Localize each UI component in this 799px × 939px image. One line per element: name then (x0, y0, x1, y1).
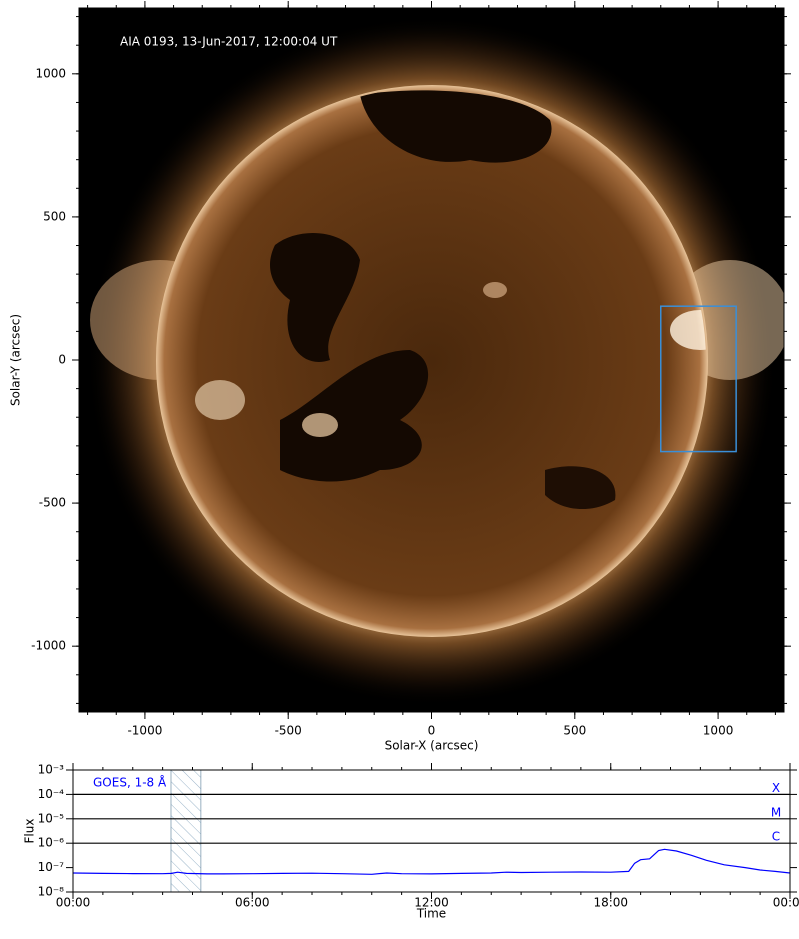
solar-disk (156, 85, 708, 637)
image-annotation: AIA 0193, 13-Jun-2017, 12:00:04 UT (120, 35, 338, 49)
x-tick-label: 1000 (703, 724, 734, 738)
legend-label: GOES, 1-8 Å (93, 775, 167, 790)
x-tick-label: 00:00 (56, 896, 91, 910)
region-box (660, 305, 737, 453)
active-region (195, 380, 245, 420)
x-tick-label: -1000 (127, 724, 162, 738)
y-tick-label: -500 (39, 496, 66, 510)
y-tick-label: 10⁻⁸ (38, 885, 65, 899)
y-tick-label: 1000 (35, 66, 66, 80)
x-tick-label: 00:00 (773, 896, 799, 910)
class-label: M (771, 805, 781, 819)
x-tick-label: 0 (428, 724, 436, 738)
x-tick-label: 500 (563, 724, 586, 738)
y-tick-label: 10⁻³ (38, 763, 65, 777)
y-tick-label: 10⁻⁶ (38, 836, 65, 850)
coronal-hole (270, 233, 360, 362)
class-label: C (772, 830, 780, 844)
x-tick-label: 06:00 (235, 896, 270, 910)
y-axis-label: Solar-Y (arcsec) (9, 314, 23, 406)
active-region (483, 282, 507, 298)
coronal-hole (545, 466, 616, 510)
active-region (302, 413, 338, 437)
x-tick-label: -500 (275, 724, 302, 738)
x-tick-label: 18:00 (593, 896, 628, 910)
y-tick-label: 500 (43, 209, 66, 223)
disk-features (195, 90, 706, 510)
y-axis-label: Flux (23, 819, 37, 844)
active-region (670, 310, 706, 350)
y-tick-label: 10⁻⁷ (38, 860, 65, 874)
solar-image: AIA 0193, 13-Jun-2017, 12:00:04 UT (79, 8, 784, 712)
y-tick-label: -1000 (31, 639, 66, 653)
x-tick-label: 12:00 (414, 896, 449, 910)
x-axis-label: Solar-X (arcsec) (385, 739, 479, 753)
y-tick-label: 10⁻⁵ (38, 811, 65, 825)
y-tick-label: 0 (58, 353, 66, 367)
coronal-hole (360, 90, 552, 163)
flux-line (72, 848, 791, 875)
class-label: X (772, 781, 780, 795)
x-axis-label: Time (416, 907, 446, 921)
y-tick-label: 10⁻⁴ (38, 787, 65, 801)
coronal-hole (280, 350, 429, 482)
